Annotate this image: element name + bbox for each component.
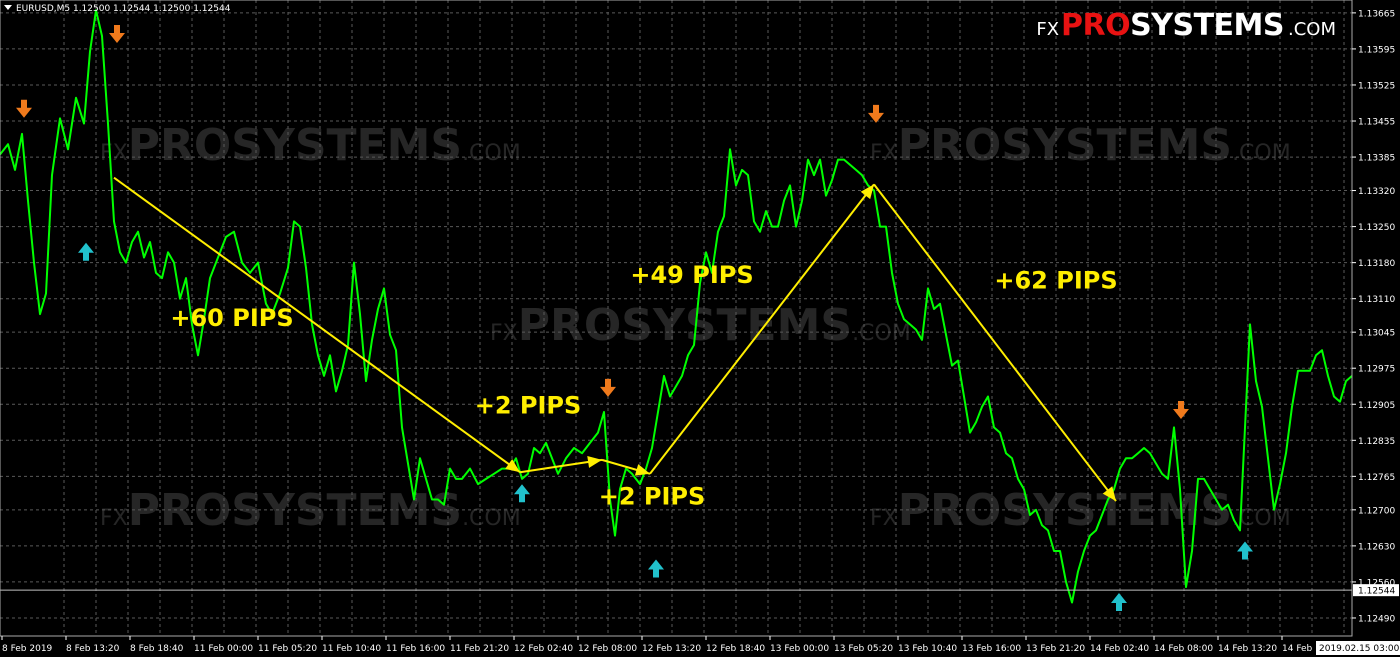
signal-line: [873, 183, 1117, 502]
y-tick-label: 1.12490: [1358, 614, 1395, 624]
x-tick-label: 14 Feb 08:00: [1154, 644, 1213, 654]
price-series: [0, 9, 1353, 604]
sell-signal-arrow: [600, 378, 616, 397]
x-tick-label: 12 Feb 18:40: [706, 644, 765, 654]
signal-arrowhead: [860, 184, 874, 200]
x-tick-label: 12 Feb 02:40: [514, 644, 573, 654]
y-tick-label: 1.12905: [1358, 401, 1395, 411]
brand-pro: PRO: [1061, 8, 1131, 43]
y-tick-label: 1.13385: [1358, 154, 1395, 164]
watermark-text: FXPROSYSTEMS.COM: [870, 485, 1291, 536]
y-tick-label: 1.12835: [1358, 437, 1395, 447]
x-tick-label: 11 Feb 21:20: [450, 644, 509, 654]
x-tick-label: 11 Feb 10:40: [322, 644, 381, 654]
y-tick-label: 1.13595: [1358, 45, 1395, 55]
y-tick-label: 1.13250: [1358, 223, 1395, 233]
signal-arrowhead: [634, 464, 650, 476]
x-tick-label: 11 Feb 00:00: [194, 644, 253, 654]
x-tick-label: 12 Feb 08:00: [578, 644, 637, 654]
x-tick-label: 8 Feb 2019: [2, 644, 53, 654]
current-price-box: [1353, 584, 1399, 597]
x-tick-label: 13 Feb 00:00: [770, 644, 829, 654]
x-tick-label: 8 Feb 18:40: [130, 644, 184, 654]
buy-signal-arrow: [78, 242, 94, 261]
y-tick-label: 1.12700: [1358, 506, 1395, 516]
x-tick-label: 8 Feb 13:20: [66, 644, 120, 654]
brand-fx: FX: [1036, 19, 1060, 40]
pips-label: +2 PIPS: [599, 483, 706, 511]
x-tick-label: 12 Feb 13:20: [642, 644, 701, 654]
y-tick-label: 1.13180: [1358, 259, 1395, 269]
sell-signal-arrow: [16, 99, 32, 118]
signal-lines: [113, 176, 1117, 502]
x-tick-label: 13 Feb 10:40: [898, 644, 957, 654]
x-tick-label: 13 Feb 05:20: [834, 644, 893, 654]
signal-arrows: [16, 25, 1253, 611]
chevron-down-icon[interactable]: [4, 5, 12, 10]
y-tick-label: 1.13320: [1358, 187, 1395, 197]
x-end-label: 2019.02.15 03:00: [1319, 644, 1400, 654]
brand-logo: FXPROSYSTEMS .COM: [1036, 8, 1336, 43]
x-tick-label: 11 Feb 16:00: [386, 644, 445, 654]
x-tick-label: 14 Feb 02:40: [1090, 644, 1149, 654]
signal-line: [113, 176, 521, 474]
current-price-label: 1.12544: [1358, 587, 1395, 597]
signal-arrowhead: [505, 459, 520, 473]
x-tick-label: 13 Feb 16:00: [962, 644, 1021, 654]
x-tick-label: 11 Feb 05:20: [258, 644, 317, 654]
price-line: [0, 9, 1353, 604]
pips-label: +49 PIPS: [630, 261, 753, 289]
plot-frame: [0, 0, 1353, 637]
watermark-text: FXPROSYSTEMS.COM: [490, 300, 911, 351]
sell-signal-arrow: [109, 25, 125, 44]
x-tick-label: 13 Feb 21:20: [1026, 644, 1085, 654]
brand-domain: .COM: [1288, 19, 1336, 40]
brand-systems: SYSTEMS: [1130, 8, 1284, 43]
y-tick-label: 1.13665: [1358, 9, 1395, 19]
signal-arrowhead: [587, 456, 602, 468]
y-tick-label: 1.12630: [1358, 542, 1395, 552]
watermark-text: FXPROSYSTEMS.COM: [870, 120, 1291, 171]
sell-signal-arrow: [1173, 400, 1189, 419]
y-tick-label: 1.13525: [1358, 81, 1395, 91]
x-end-box: [1316, 641, 1400, 655]
y-tick-label: 1.12765: [1358, 473, 1395, 483]
symbol-info-text: EURUSD,M5 1.12500 1.12544 1.12500 1.1254…: [16, 4, 231, 14]
signal-line: [649, 183, 875, 475]
y-tick-label: 1.13455: [1358, 118, 1395, 128]
buy-signal-arrow: [1111, 592, 1127, 611]
signal-arrowhead: [1102, 486, 1116, 502]
x-tick-label: 14 Feb 13:20: [1218, 644, 1277, 654]
symbol-info[interactable]: EURUSD,M5 1.12500 1.12544 1.12500 1.1254…: [4, 4, 230, 14]
pips-labels: +60 PIPS +2 PIPS +2 PIPS +49 PIPS +62 PIPS: [170, 261, 1117, 510]
watermark-text: FXPROSYSTEMS.COM: [100, 485, 521, 536]
pips-label: +2 PIPS: [475, 392, 582, 420]
sell-signal-arrow: [868, 104, 884, 123]
watermark-text: FXPROSYSTEMS.COM: [100, 120, 521, 171]
y-tick-label: 1.12560: [1358, 578, 1395, 588]
pips-label: +60 PIPS: [170, 304, 293, 332]
buy-signal-arrow: [1237, 541, 1253, 560]
grid: [0, 0, 1352, 636]
x-tick-label: 14 Feb: [1282, 644, 1313, 654]
y-tick-label: 1.13045: [1358, 329, 1395, 339]
buy-signal-arrow: [514, 484, 530, 503]
watermarks: FXPROSYSTEMS.COM FXPROSYSTEMS.COM FXPROSYS…: [100, 120, 1291, 536]
y-tick-label: 1.12975: [1358, 365, 1395, 375]
pips-label: +62 PIPS: [994, 266, 1117, 294]
buy-signal-arrow: [648, 559, 664, 578]
y-tick-label: 1.13110: [1358, 295, 1395, 305]
